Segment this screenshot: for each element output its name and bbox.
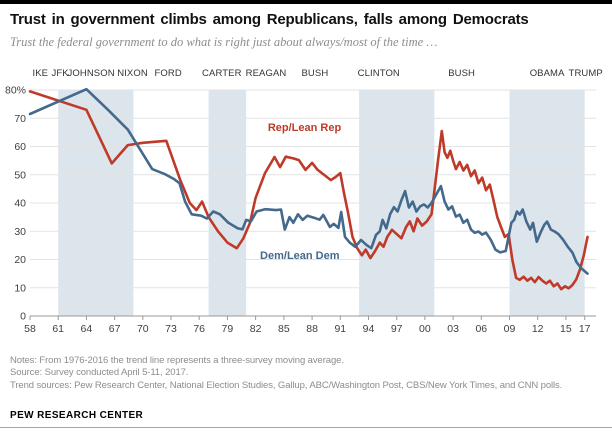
x-axis-label: 82 <box>250 323 262 335</box>
chart-notes: Notes: From 1976-2016 the trend line rep… <box>10 355 610 392</box>
president-label: IKE <box>32 68 48 79</box>
chart-area: 0 10 20 30 40 50 60 70 80% 58 61 64 67 70 73 76 79 82 85 88… <box>0 58 612 350</box>
rep-series-label: Rep/Lean Rep <box>268 122 342 134</box>
note-line-2: Source: Survey conducted April 5-11, 201… <box>10 367 189 379</box>
president-label: JOHNSON <box>68 68 115 79</box>
x-axis-label: 12 <box>532 323 544 335</box>
x-axis-label: 73 <box>165 323 177 335</box>
trust-line-chart: 0 10 20 30 40 50 60 70 80% 58 61 64 67 70 73 76 79 82 85 88… <box>5 68 603 335</box>
bottom-divider-line <box>0 427 612 428</box>
x-axis-label: 61 <box>52 323 64 335</box>
y-axis-label: 70 <box>14 113 26 125</box>
x-axis-label: 97 <box>391 323 403 335</box>
president-label: BUSH <box>448 68 475 79</box>
y-axis-label: 60 <box>14 141 26 153</box>
y-axis-label: 0 <box>20 311 26 323</box>
x-axis-label: 17 <box>579 323 591 335</box>
x-axis-label: 06 <box>475 323 487 335</box>
x-axis-label: 58 <box>24 323 36 335</box>
pew-research-center-wordmark: PEW RESEARCH CENTER <box>10 410 144 421</box>
x-axis-label: 15 <box>560 323 572 335</box>
president-label: REAGAN <box>246 68 287 79</box>
x-axis-label: 09 <box>504 323 516 335</box>
x-axis-label: 00 <box>419 323 431 335</box>
president-label: FORD <box>155 68 182 79</box>
x-axis-label: 03 <box>447 323 459 335</box>
y-axis-label: 40 <box>14 198 26 210</box>
x-axis-label: 76 <box>193 323 205 335</box>
x-axis-label: 67 <box>109 323 121 335</box>
x-axis-label: 85 <box>278 323 290 335</box>
chart-subtitle: Trust the federal government to do what … <box>10 35 438 49</box>
president-label: NIXON <box>117 68 148 79</box>
president-label: OBAMA <box>530 68 565 79</box>
dem-trend-line <box>28 87 589 275</box>
x-axis-label: 88 <box>306 323 318 335</box>
y-axis-label: 30 <box>14 226 26 238</box>
president-label: CLINTON <box>358 68 400 79</box>
y-axis-label: 50 <box>14 169 26 181</box>
y-axis-label: 20 <box>14 254 26 266</box>
y-axis-label: 80% <box>5 85 26 97</box>
note-line-1: Notes: From 1976-2016 the trend line rep… <box>10 355 344 366</box>
x-axis-label: 79 <box>222 323 234 335</box>
president-label: CARTER <box>202 68 242 79</box>
president-label: TRUMP <box>569 68 603 79</box>
chart-title: Trust in government climbs among Republi… <box>10 11 529 28</box>
dem-series-label: Dem/Lean Dem <box>260 250 340 262</box>
top-black-bar <box>0 0 612 4</box>
x-axis-label: 64 <box>81 323 93 335</box>
president-label: BUSH <box>302 68 329 79</box>
x-axis-label: 91 <box>334 323 346 335</box>
y-axis-label: 10 <box>14 282 26 294</box>
x-axis-label: 70 <box>137 323 149 335</box>
note-line-3: Trend sources: Pew Research Center, Nati… <box>10 379 563 391</box>
president-label: JFK <box>51 68 69 79</box>
rep-trend-line <box>28 90 589 291</box>
x-axis-label: 94 <box>363 323 375 335</box>
